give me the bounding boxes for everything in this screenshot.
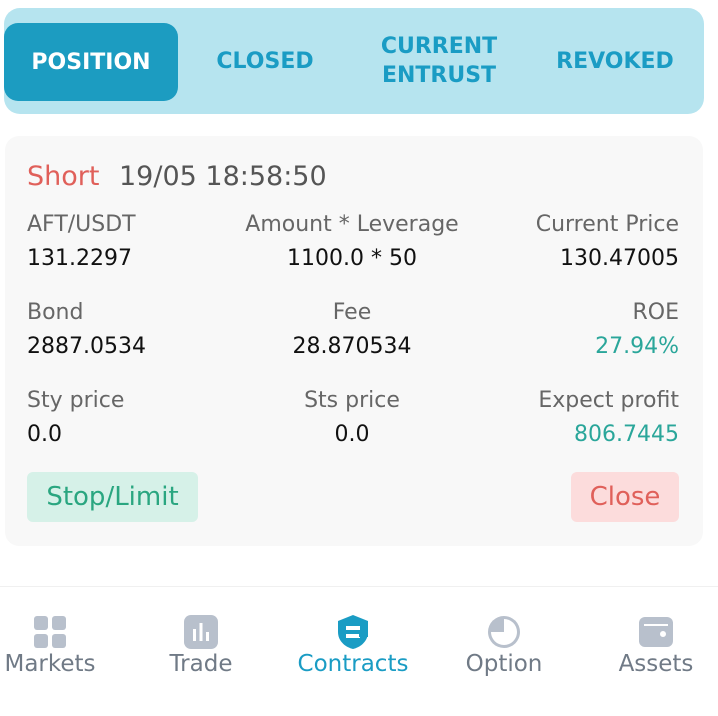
- expect-profit-label: Expect profit: [538, 388, 679, 413]
- sts-price-value: 0.0: [334, 422, 370, 447]
- bond-label: Bond: [27, 300, 84, 325]
- stop-limit-button[interactable]: Stop/Limit: [27, 472, 198, 522]
- nav-assets[interactable]: Assets: [586, 587, 718, 707]
- nav-option[interactable]: Option: [434, 587, 574, 707]
- grid-icon: [34, 616, 66, 648]
- sty-price-value: 0.0: [27, 422, 62, 447]
- tab-current-entrust-line2: ENTRUST: [381, 63, 497, 88]
- tab-closed[interactable]: CLOSED: [178, 8, 352, 114]
- roe-value: 27.94%: [595, 334, 679, 359]
- nav-contracts-label: Contracts: [297, 651, 409, 677]
- tab-revoked[interactable]: REVOKED: [526, 8, 704, 114]
- fee-value: 28.870534: [292, 334, 412, 359]
- pie-icon: [488, 616, 520, 648]
- pair-label: AFT/USDT: [27, 212, 136, 237]
- close-position-button[interactable]: Close: [571, 472, 679, 522]
- position-direction: Short: [27, 161, 100, 192]
- wallet-icon: [639, 617, 673, 647]
- bottom-nav: Markets Trade Contracts: [0, 586, 718, 706]
- tab-current-entrust[interactable]: CURRENT ENTRUST: [352, 8, 526, 114]
- nav-trade[interactable]: Trade: [131, 587, 271, 707]
- current-price-value: 130.47005: [560, 246, 679, 271]
- expect-profit-value: 806.7445: [574, 422, 679, 447]
- position-time: 19/05 18:58:50: [119, 161, 327, 192]
- sts-price-label: Sts price: [304, 388, 400, 413]
- contract-icon: [338, 615, 368, 649]
- tab-position-label: POSITION: [31, 49, 151, 75]
- nav-option-label: Option: [465, 651, 543, 677]
- nav-contracts[interactable]: Contracts: [283, 587, 423, 707]
- tab-closed-label: CLOSED: [216, 48, 314, 74]
- position-card: Short 19/05 18:58:50 AFT/USDT Amount * L…: [5, 136, 703, 546]
- nav-markets[interactable]: Markets: [0, 587, 120, 707]
- fee-label: Fee: [332, 300, 372, 325]
- amount-leverage-value: 1100.0 * 50: [287, 246, 417, 271]
- roe-label: ROE: [632, 300, 679, 325]
- sty-price-label: Sty price: [27, 388, 125, 413]
- bond-value: 2887.0534: [27, 334, 146, 359]
- tab-revoked-label: REVOKED: [556, 48, 674, 74]
- bar-chart-icon: [184, 615, 218, 649]
- tab-current-entrust-line1: CURRENT: [380, 34, 498, 59]
- pair-value: 131.2297: [27, 246, 132, 271]
- order-tabs: POSITION CLOSED CURRENT ENTRUST REVOKED: [4, 8, 704, 114]
- amount-leverage-label: Amount * Leverage: [245, 212, 459, 237]
- nav-trade-label: Trade: [169, 651, 233, 677]
- tab-position[interactable]: POSITION: [4, 23, 178, 101]
- nav-markets-label: Markets: [4, 651, 96, 677]
- current-price-label: Current Price: [535, 212, 679, 237]
- nav-assets-label: Assets: [618, 651, 694, 677]
